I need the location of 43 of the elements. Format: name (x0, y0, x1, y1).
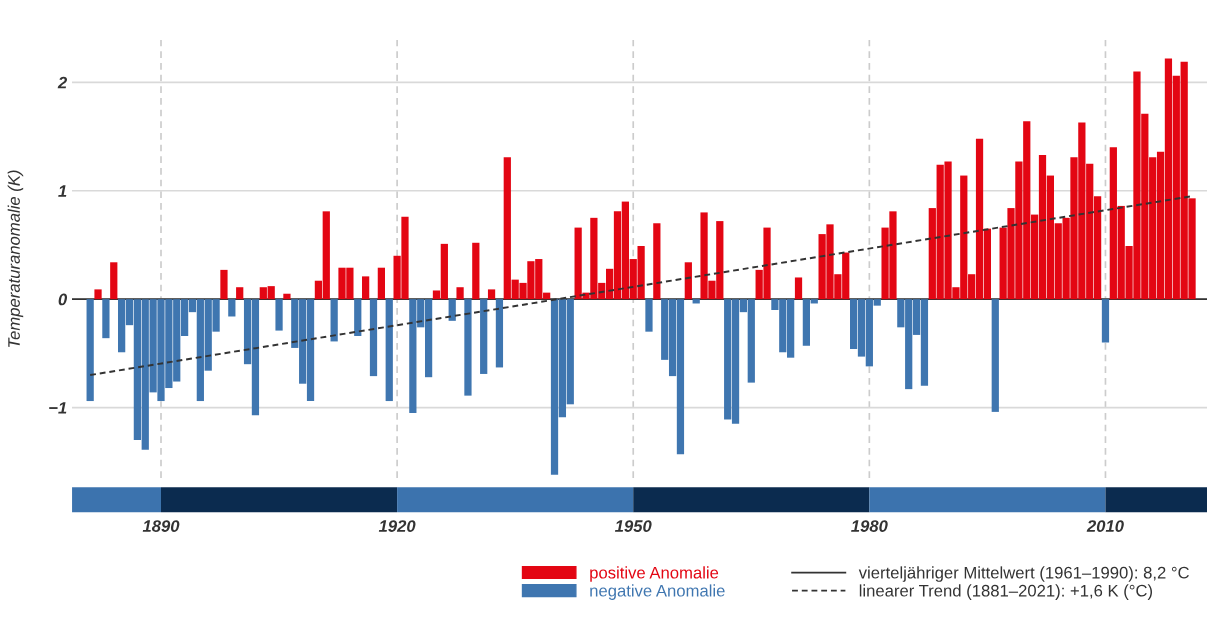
x-tick-label: 1980 (851, 520, 888, 532)
bar (645, 299, 653, 332)
bar (480, 299, 488, 374)
bar (385, 299, 393, 402)
y-tick-label: 2 (57, 76, 68, 89)
bar (684, 262, 692, 300)
bar (283, 293, 291, 300)
x-tick-label: 1950 (614, 520, 652, 532)
bar (487, 289, 496, 300)
bar (464, 299, 472, 396)
bar (362, 276, 370, 300)
bar (220, 269, 228, 300)
bar (94, 289, 102, 300)
bar (86, 299, 94, 402)
y-axis-title: Temperaturanomalie (K) (7, 170, 24, 348)
bar (236, 287, 244, 300)
bar (102, 299, 110, 339)
bar (472, 242, 480, 300)
bar (369, 299, 378, 377)
x-tick-label: 1920 (378, 520, 416, 532)
legend-label: positive Anomalie (590, 566, 719, 582)
bar (456, 287, 464, 300)
bar (110, 262, 118, 300)
bar (377, 267, 385, 300)
text: vierteljähriger Mittelwert (1961–1990): 8,2 °C (858, 566, 1189, 582)
bar (354, 299, 362, 337)
bar (228, 299, 236, 317)
bar (495, 299, 504, 368)
x-tick-label: 1890 (142, 520, 180, 532)
bar (991, 299, 999, 412)
bar (653, 223, 661, 300)
bar (1101, 299, 1110, 343)
bar (330, 299, 338, 342)
y-tick-label: −1 (49, 402, 67, 414)
bar (692, 299, 700, 304)
y-tick-label: 0 (58, 293, 68, 306)
x-tick-label: 2010 (1086, 520, 1124, 532)
bar (448, 299, 456, 321)
legend-label: linearer Trend (1881–2021): +1,6 K (°C) (859, 584, 1153, 600)
legend-label: negative Anomalie (590, 584, 725, 600)
y-tick-label: 1 (58, 185, 67, 197)
bar (275, 299, 283, 331)
bar (794, 277, 803, 300)
